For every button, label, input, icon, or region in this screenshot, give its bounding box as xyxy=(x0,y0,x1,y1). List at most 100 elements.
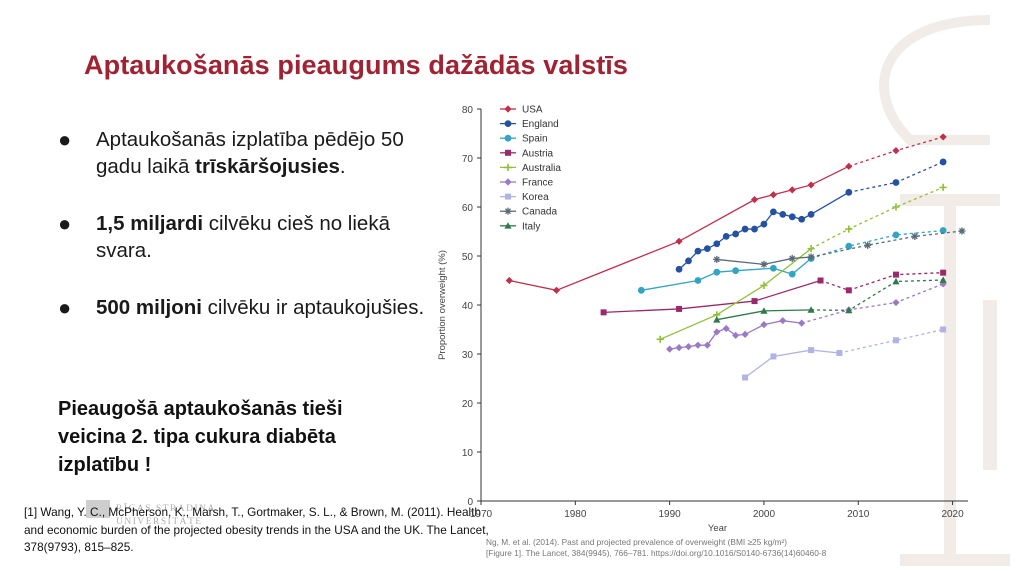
data-point xyxy=(732,230,740,238)
data-point xyxy=(788,270,796,278)
legend-item-italy: Italy xyxy=(500,221,540,232)
legend-item-usa: USA xyxy=(500,105,543,116)
x-tick-label: 2010 xyxy=(847,509,870,520)
series-line-observed xyxy=(509,165,850,291)
data-point xyxy=(742,374,749,381)
data-point xyxy=(808,347,815,354)
y-tick-label: 40 xyxy=(462,301,474,312)
data-point xyxy=(732,331,740,339)
data-point xyxy=(845,162,853,170)
data-point xyxy=(892,271,899,278)
series-australia xyxy=(656,183,947,343)
bullet-item: ● Aptaukošanās izplatība pēdējo 50 gadu … xyxy=(58,126,438,180)
legend-item-austria: Austria xyxy=(500,148,554,159)
series-line-projected xyxy=(811,279,944,312)
data-point xyxy=(940,326,947,333)
bullet-dot-icon: ● xyxy=(58,295,72,320)
logo-icon xyxy=(86,500,110,518)
bullet-item: ● 500 miljoni cilvēku ir aptaukojušies. xyxy=(58,294,438,321)
data-point xyxy=(504,222,512,229)
data-point xyxy=(769,208,777,216)
data-point xyxy=(675,344,683,352)
series-line-projected xyxy=(810,229,944,260)
data-point xyxy=(676,305,683,312)
data-point xyxy=(788,254,796,263)
legend-label: Canada xyxy=(522,207,557,218)
bullet-bold-text: trīskāršojusies xyxy=(195,155,340,178)
data-point xyxy=(751,225,758,233)
legend-item-australia: Australia xyxy=(500,163,561,174)
data-point xyxy=(788,213,796,221)
data-point xyxy=(713,255,721,264)
series-italy xyxy=(713,276,947,323)
data-point xyxy=(760,281,768,289)
data-point xyxy=(807,306,815,313)
data-point xyxy=(845,242,853,250)
chart-source-line-2: [Figure 1]. The Lancet, 384(9945), 766–7… xyxy=(486,548,827,558)
series-line-observed xyxy=(659,248,812,340)
data-point xyxy=(836,350,843,357)
data-point xyxy=(741,330,749,338)
y-tick-label: 30 xyxy=(462,350,474,361)
data-point xyxy=(939,183,947,191)
y-tick-label: 60 xyxy=(462,203,474,214)
bullet-bold-text: 500 miljoni xyxy=(96,296,202,319)
data-point xyxy=(675,265,683,273)
data-point xyxy=(845,225,853,233)
legend-item-korea: Korea xyxy=(500,192,549,203)
legend-item-france: France xyxy=(500,178,554,189)
data-point xyxy=(713,268,721,276)
data-point xyxy=(807,245,815,253)
data-point xyxy=(845,188,853,196)
data-point xyxy=(504,207,512,215)
data-point xyxy=(751,298,758,305)
bullet-bold-text: 1,5 miljardi xyxy=(96,212,204,235)
y-tick-label: 80 xyxy=(462,105,474,116)
data-point xyxy=(779,210,787,218)
legend-label: Australia xyxy=(522,163,561,174)
data-point xyxy=(666,345,674,353)
data-point xyxy=(939,227,947,234)
data-point xyxy=(732,267,740,275)
data-point xyxy=(911,232,919,240)
data-point xyxy=(939,133,947,141)
data-point xyxy=(892,147,900,155)
bullet-text: Aptaukošanās izplatība pēdējo 50 gadu la… xyxy=(96,128,404,178)
data-point xyxy=(892,203,900,211)
data-point xyxy=(939,158,947,166)
data-point xyxy=(637,286,645,294)
series-line-projected xyxy=(848,161,944,193)
data-point xyxy=(713,328,721,336)
chart-source: Ng, M. et al. (2014). Past and projected… xyxy=(486,537,826,559)
data-point xyxy=(892,277,900,285)
slide-title: Aptaukošanās pieaugums dažādās valstīs xyxy=(84,50,628,80)
reference-text: [1] Wang, Y. C., McPherson, K., Marsh, T… xyxy=(24,505,489,554)
data-point xyxy=(703,245,711,253)
series-line-projected xyxy=(839,328,944,354)
series-line-observed xyxy=(641,257,812,291)
bullet-dot-icon: ● xyxy=(58,211,72,236)
data-point xyxy=(656,335,664,343)
series-korea xyxy=(742,326,947,381)
callout-text: Pieaugošā aptaukošanās tieši veicina 2. … xyxy=(58,398,343,476)
data-point xyxy=(892,231,900,239)
y-tick-label: 0 xyxy=(467,497,473,508)
y-tick-label: 50 xyxy=(462,252,474,263)
legend-item-spain: Spain xyxy=(500,134,548,145)
series-canada xyxy=(713,227,966,268)
data-point xyxy=(892,179,900,186)
data-point xyxy=(694,247,702,255)
bullet-dot-icon: ● xyxy=(58,127,72,152)
data-point xyxy=(504,105,512,113)
data-point xyxy=(713,316,721,323)
data-point xyxy=(892,298,900,307)
bullet-text-end: cilvēku ir aptaukojušies. xyxy=(201,296,425,319)
logo-line-1: RĪGAS STRADIŅA xyxy=(116,504,216,515)
data-point xyxy=(845,306,853,314)
bullet-text-end: . xyxy=(339,155,346,178)
data-point xyxy=(505,276,513,285)
data-point xyxy=(760,260,768,268)
data-point xyxy=(722,233,730,240)
bullet-text-end: cilvēku cieš no liekā svara. xyxy=(96,212,390,262)
series-line-projected xyxy=(820,272,944,291)
